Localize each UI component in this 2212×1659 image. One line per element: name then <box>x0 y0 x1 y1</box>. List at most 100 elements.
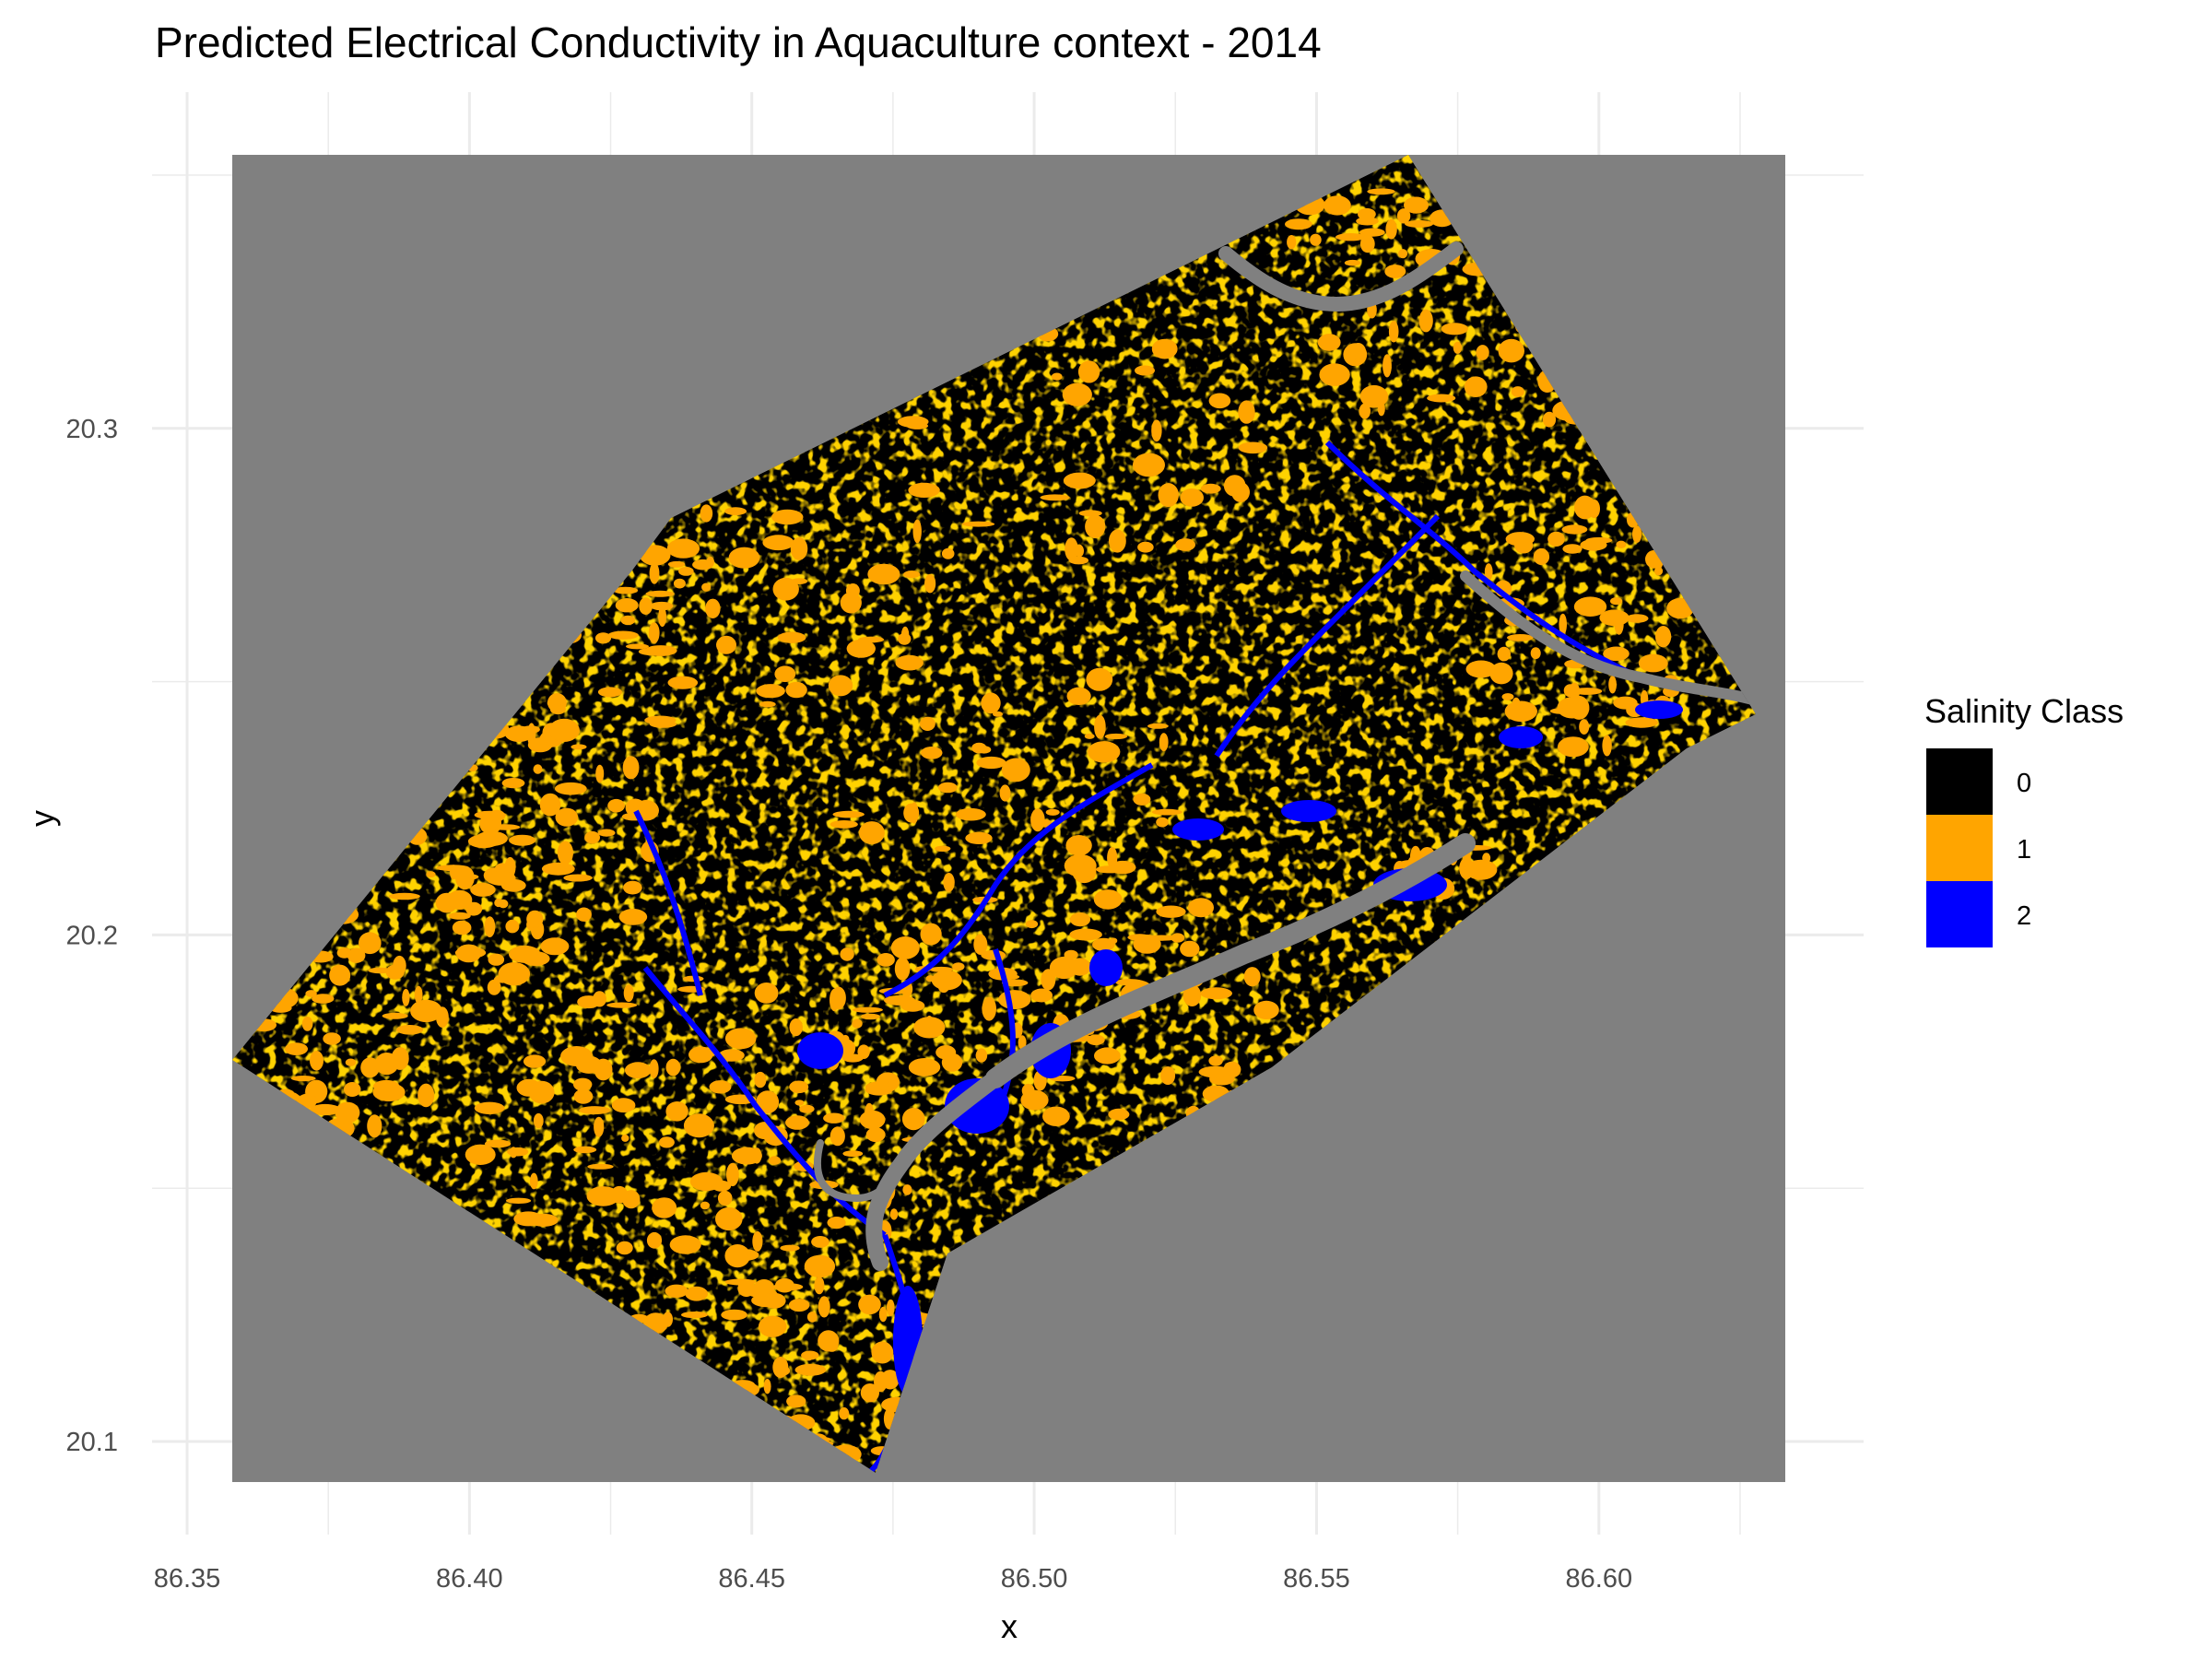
salinity-class-1-patch <box>913 1017 946 1039</box>
salinity-class-1-patch <box>756 684 785 699</box>
salinity-class-1-patch <box>724 507 747 516</box>
salinity-class-1-patch <box>1285 218 1312 230</box>
salinity-class-1-patch <box>830 1126 845 1147</box>
salinity-class-1-patch <box>500 878 526 892</box>
salinity-class-1-patch <box>1063 472 1096 489</box>
salinity-class-1-patch <box>1243 967 1261 987</box>
salinity-class-1-patch <box>301 1017 313 1031</box>
legend-key-0 <box>1926 748 1993 815</box>
salinity-class-1-patch <box>865 1127 886 1143</box>
salinity-class-1-patch <box>777 631 806 643</box>
salinity-class-1-patch <box>1561 524 1588 535</box>
salinity-class-1-patch <box>1025 920 1039 929</box>
salinity-class-1-patch <box>842 1150 864 1158</box>
salinity-class-1-patch <box>1489 662 1513 685</box>
salinity-class-1-patch <box>976 756 1006 770</box>
salinity-class-1-patch <box>622 756 640 780</box>
salinity-class-1-patch <box>887 1080 899 1088</box>
salinity-class-1-patch <box>507 1147 529 1157</box>
salinity-class-1-patch <box>840 592 862 614</box>
salinity-class-1-patch <box>673 578 686 589</box>
salinity-class-1-patch <box>700 1201 711 1210</box>
salinity-class-1-patch <box>791 578 808 584</box>
salinity-class-1-patch <box>1145 935 1178 941</box>
chart-title: Predicted Electrical Conductivity in Aqu… <box>155 18 1322 66</box>
salinity-class-1-patch <box>665 1101 688 1122</box>
salinity-class-1-patch <box>1464 376 1488 398</box>
salinity-class-1-patch <box>705 598 721 618</box>
salinity-class-1-patch <box>309 1103 341 1116</box>
salinity-class-1-patch <box>1200 483 1221 494</box>
salinity-class-1-patch <box>452 920 472 935</box>
salinity-class-1-patch <box>921 747 943 759</box>
salinity-class-1-patch <box>895 654 924 671</box>
salinity-class-1-patch <box>890 936 920 959</box>
salinity-class-1-patch <box>814 1277 825 1295</box>
salinity-class-1-patch <box>426 871 436 878</box>
salinity-class-1-patch <box>594 1116 605 1137</box>
salinity-class-1-patch <box>982 996 996 1021</box>
salinity-class-1-patch <box>615 598 639 613</box>
salinity-class-1-patch <box>1547 531 1565 547</box>
salinity-class-1-patch <box>908 1058 941 1077</box>
salinity-class-1-patch <box>1388 321 1399 343</box>
salinity-class-1-patch <box>828 675 853 697</box>
salinity-class-1-patch <box>754 1071 767 1088</box>
salinity-class-1-patch <box>571 744 587 750</box>
salinity-class-1-patch <box>841 1034 850 1044</box>
salinity-class-1-patch <box>665 1058 681 1077</box>
salinity-class-1-patch <box>1453 341 1463 354</box>
salinity-class-1-patch <box>396 1025 424 1035</box>
salinity-class-1-patch <box>790 537 808 560</box>
salinity-class-1-patch <box>533 1112 544 1129</box>
salinity-class-1-patch <box>305 990 317 997</box>
salinity-class-1-patch <box>1238 400 1255 424</box>
salinity-class-1-patch <box>839 1406 850 1420</box>
salinity-class-1-patch <box>448 912 471 920</box>
salinity-class-1-patch <box>897 416 929 428</box>
x-tick-label: 86.55 <box>1283 1564 1350 1594</box>
salinity-class-1-patch <box>811 1236 830 1248</box>
salinity-class-1-patch <box>961 521 995 527</box>
legend-title: Salinity Class <box>1924 692 2124 730</box>
salinity-class-1-patch <box>973 934 988 955</box>
y-axis-ticks: 20.1 20.2 20.3 <box>66 415 118 1457</box>
x-tick-label: 86.60 <box>1566 1564 1633 1594</box>
salinity-class-1-patch <box>1137 541 1154 553</box>
salinity-class-1-patch <box>1175 538 1195 551</box>
salinity-class-1-patch <box>610 1185 629 1204</box>
salinity-class-1-patch <box>573 1088 594 1104</box>
salinity-class-1-patch <box>1065 537 1078 561</box>
salinity-class-1-patch <box>938 782 958 794</box>
salinity-class-1-patch <box>756 1090 780 1114</box>
salinity-class-1-patch <box>1359 403 1371 419</box>
salinity-class-1-patch <box>347 947 366 963</box>
salinity-class-1-patch <box>858 821 885 845</box>
salinity-class-1-patch <box>192 1041 203 1063</box>
salinity-class-1-patch <box>312 994 335 1004</box>
salinity-class-1-patch <box>329 964 351 986</box>
salinity-class-1-patch <box>1133 453 1165 477</box>
salinity-class-1-patch <box>721 1309 747 1321</box>
salinity-class-1-patch <box>751 1293 782 1308</box>
salinity-class-1-patch <box>931 970 962 991</box>
salinity-class-1-patch <box>587 1163 614 1170</box>
salinity-class-1-patch <box>186 1059 211 1070</box>
salinity-class-1-patch <box>1482 853 1491 864</box>
salinity-class-1-patch <box>557 841 574 865</box>
salinity-class-1-patch <box>1156 817 1169 828</box>
salinity-class-1-patch <box>1147 723 1169 729</box>
salinity-class-1-patch <box>762 535 794 551</box>
water-no-data-channels <box>813 241 1756 1271</box>
salinity-class-1-patch <box>688 1046 713 1064</box>
salinity-class-1-patch <box>504 725 534 743</box>
x-tick-label: 86.40 <box>436 1564 503 1594</box>
salinity-class-1-patch <box>1223 475 1246 497</box>
salinity-class-1-patch <box>903 571 921 579</box>
water-channel <box>813 1139 916 1203</box>
salinity-class-1-patch <box>804 1254 836 1278</box>
salinity-class-1-patch <box>1655 626 1672 648</box>
salinity-class-1-patch <box>548 718 580 743</box>
salinity-class-1-patch <box>952 962 965 971</box>
salinity-class-1-patch <box>554 782 587 795</box>
